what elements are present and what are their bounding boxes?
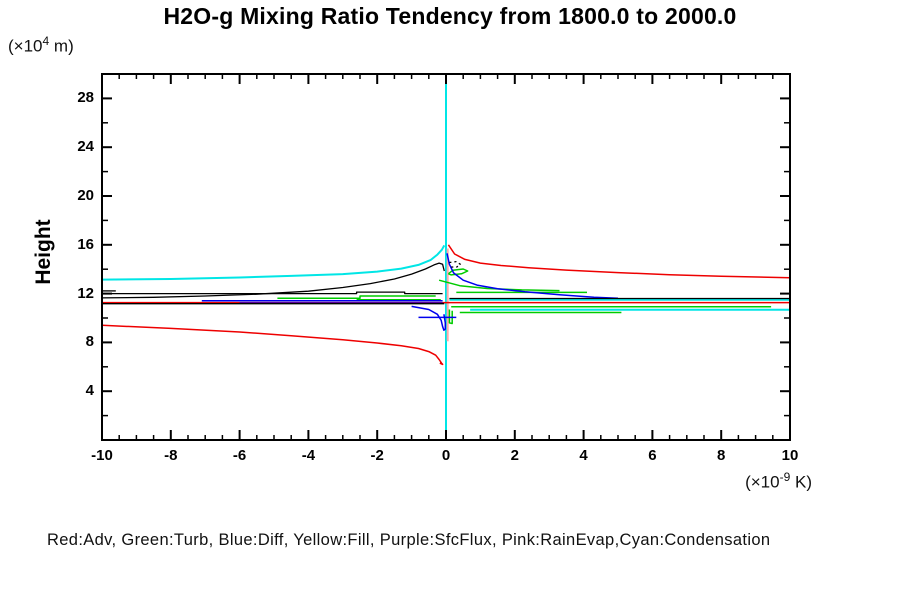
x-tick-label: 2 xyxy=(510,447,519,464)
x-tick-label: 4 xyxy=(579,447,588,464)
legend-text: Red:Adv, Green:Turb, Blue:Diff, Yellow:F… xyxy=(47,531,771,549)
y-units-prefix: (×10 xyxy=(8,36,43,56)
x-units-suffix: K) xyxy=(790,472,812,492)
series-adv xyxy=(101,324,444,366)
x-tick-label: 6 xyxy=(648,447,657,464)
x-units-prefix: (×10 xyxy=(745,472,780,492)
x-tick-label: -4 xyxy=(301,447,316,464)
y-tick-label: 24 xyxy=(77,138,94,156)
y-tick-label: 16 xyxy=(77,235,94,253)
x-axis-units-label: (×10-9 K) xyxy=(640,470,812,493)
y-units-exponent: 4 xyxy=(42,34,50,48)
series-adv xyxy=(447,244,791,279)
y-tick-label: 28 xyxy=(77,89,94,107)
x-tick-label: -2 xyxy=(370,447,384,464)
series-turb xyxy=(438,279,560,292)
series-diff xyxy=(411,305,447,331)
y-tick-label: 4 xyxy=(85,382,94,400)
y-tick-label: 20 xyxy=(77,187,94,204)
x-units-exponent: -9 xyxy=(779,470,791,484)
x-tick-label: -6 xyxy=(232,447,247,464)
y-tick-label: 8 xyxy=(85,333,94,351)
x-tick-label: 10 xyxy=(781,447,799,464)
x-tick-label: 8 xyxy=(717,447,726,464)
chart-title: H2O-g Mixing Ratio Tendency from 1800.0 … xyxy=(163,3,737,29)
series-diff xyxy=(446,253,619,299)
y-axis-units-label: (×104 m) xyxy=(8,34,74,57)
series-turb xyxy=(448,309,453,325)
x-tick-label: -8 xyxy=(164,447,178,464)
series-condensation xyxy=(101,244,446,281)
y-units-suffix: m) xyxy=(49,36,74,56)
series-black-unlabeled- xyxy=(101,262,445,299)
series-turb xyxy=(277,295,436,299)
series-black-unlabeled- xyxy=(102,291,443,295)
y-tick-label: 12 xyxy=(77,284,94,302)
series-black-dotted-loop xyxy=(449,260,462,269)
x-tick-label: -10 xyxy=(91,447,113,464)
x-tick-label: 0 xyxy=(441,447,451,464)
